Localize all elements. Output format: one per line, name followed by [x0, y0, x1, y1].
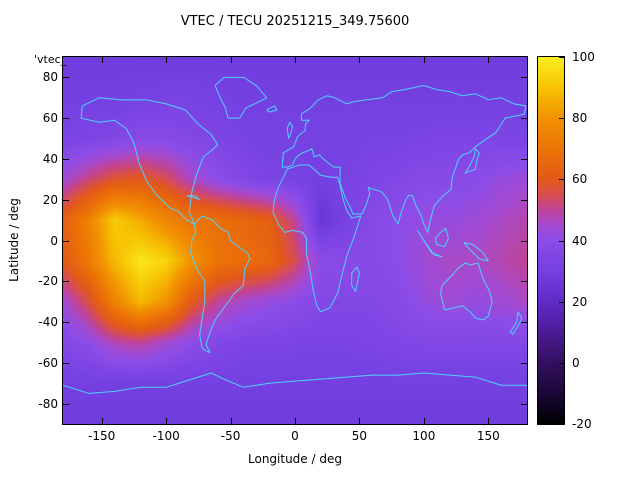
y-tick-mark	[63, 240, 69, 242]
x-tick-mark	[101, 57, 103, 63]
y-tick-mark	[521, 199, 527, 201]
x-tick-label: 150	[476, 429, 500, 443]
y-tick-mark	[63, 281, 69, 283]
coastline-path	[464, 243, 488, 261]
coastline-path	[465, 149, 479, 173]
y-tick-mark	[63, 322, 69, 324]
colorbar-tick-mark	[559, 57, 564, 58]
x-tick-label: 0	[291, 429, 299, 443]
y-tick-mark	[521, 118, 527, 120]
colorbar-tick-label: 100	[572, 50, 595, 64]
coastline-path	[191, 216, 250, 353]
chart-title: VTEC / TECU 20251215_349.75600	[180, 14, 410, 29]
x-tick-mark	[359, 418, 361, 424]
y-tick-label: 40	[42, 151, 58, 166]
x-tick-mark	[423, 418, 425, 424]
x-tick-mark	[166, 57, 168, 63]
y-tick-label: 60	[42, 111, 58, 126]
x-tick-mark	[423, 57, 425, 63]
coastline-path	[352, 267, 360, 291]
x-tick-label: -100	[152, 429, 180, 443]
x-tick-mark	[230, 57, 232, 63]
colorbar-tick-label: 20	[572, 294, 588, 309]
map-plot-area	[62, 56, 528, 425]
colorbar-tick-label: -20	[572, 417, 592, 431]
coastline-path	[435, 228, 448, 246]
y-tick-mark	[521, 403, 527, 405]
coastline-path	[417, 230, 441, 257]
x-tick-mark	[295, 418, 296, 424]
x-tick-label: 100	[412, 429, 436, 443]
coastline-path	[273, 165, 361, 312]
colorbar-tick-mark	[559, 240, 564, 242]
y-tick-mark	[521, 240, 527, 242]
y-tick-label: -80	[38, 396, 58, 411]
x-tick-label: 50	[351, 429, 368, 443]
colorbar-tick-mark	[559, 301, 564, 303]
y-tick-mark	[63, 199, 69, 201]
y-tick-mark	[521, 77, 527, 79]
x-tick-label: -50	[220, 429, 241, 443]
x-axis-label: Longitude / deg	[248, 452, 342, 466]
coastline-path	[215, 77, 267, 118]
colorbar-tick-label: 80	[572, 111, 588, 126]
coastline-path	[81, 98, 218, 224]
y-tick-mark	[63, 77, 69, 79]
y-tick-label: 80	[42, 70, 58, 85]
y-tick-label: -20	[38, 274, 58, 289]
x-tick-mark	[295, 57, 296, 63]
coastline-path	[441, 263, 493, 320]
coastline-path	[282, 86, 526, 233]
colorbar-tick-label: 40	[572, 233, 588, 248]
coastlines-overlay	[63, 57, 527, 424]
y-tick-label: -40	[38, 315, 58, 330]
coastline-path	[287, 122, 292, 138]
y-tick-mark	[63, 362, 69, 364]
coastline-path	[187, 196, 200, 200]
coastline-path	[63, 373, 527, 393]
x-tick-mark	[230, 418, 232, 424]
x-tick-mark	[101, 418, 103, 424]
colorbar-tick-label: 60	[572, 172, 588, 187]
y-tick-mark	[63, 403, 69, 405]
colorbar-tick-mark	[559, 423, 564, 424]
tec-heatmap-canvas	[63, 57, 527, 424]
x-tick-mark	[488, 57, 490, 63]
y-tick-mark	[521, 158, 527, 160]
colorbar-tick-label: 0	[572, 355, 580, 370]
y-tick-mark	[521, 362, 527, 364]
y-tick-mark	[63, 158, 69, 160]
y-tick-label: 0	[50, 233, 58, 248]
x-tick-label: -150	[88, 429, 116, 443]
colorbar-tick-mark	[559, 179, 564, 181]
x-tick-mark	[488, 418, 490, 424]
colorbar-tick-mark	[559, 362, 564, 364]
coastline-path	[267, 106, 277, 112]
legend-key-label: 'vtec_	[34, 53, 67, 66]
y-tick-label: -60	[38, 355, 58, 370]
y-tick-mark	[63, 118, 69, 120]
x-tick-mark	[166, 418, 168, 424]
colorbar	[537, 56, 565, 425]
x-tick-mark	[359, 57, 361, 63]
y-tick-mark	[521, 281, 527, 283]
y-tick-mark	[521, 322, 527, 324]
colorbar-tick-mark	[559, 118, 564, 120]
y-tick-label: 20	[42, 192, 58, 207]
coastline-path	[510, 312, 522, 334]
